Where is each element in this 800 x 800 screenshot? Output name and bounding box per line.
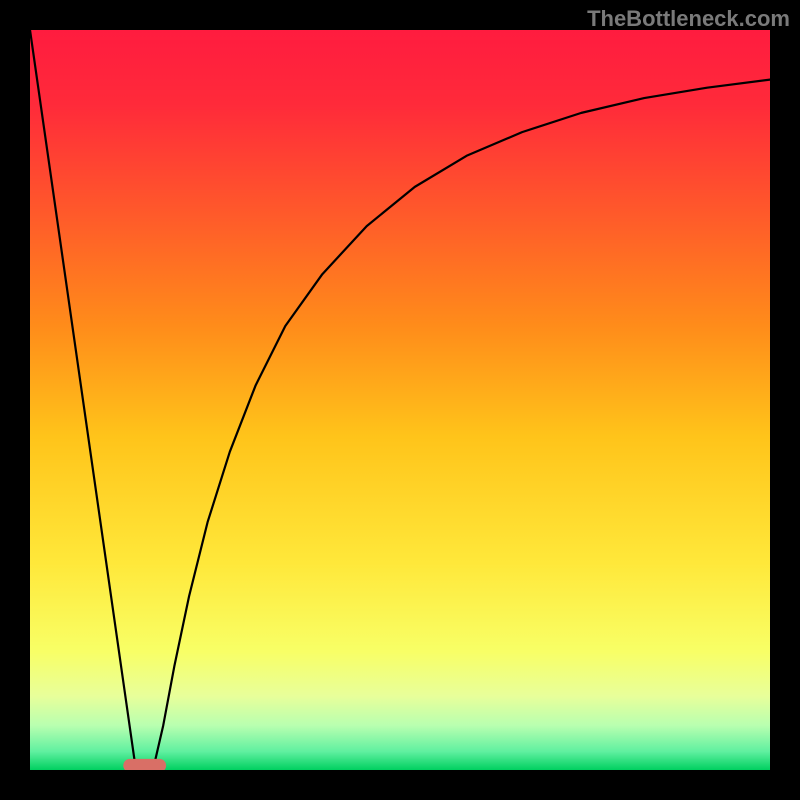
gradient-rect — [30, 30, 770, 770]
plot-area — [30, 30, 770, 770]
plot-svg — [30, 30, 770, 770]
chart-container: TheBottleneck.com — [0, 0, 800, 800]
watermark-text: TheBottleneck.com — [587, 6, 790, 32]
min-marker — [123, 759, 166, 770]
